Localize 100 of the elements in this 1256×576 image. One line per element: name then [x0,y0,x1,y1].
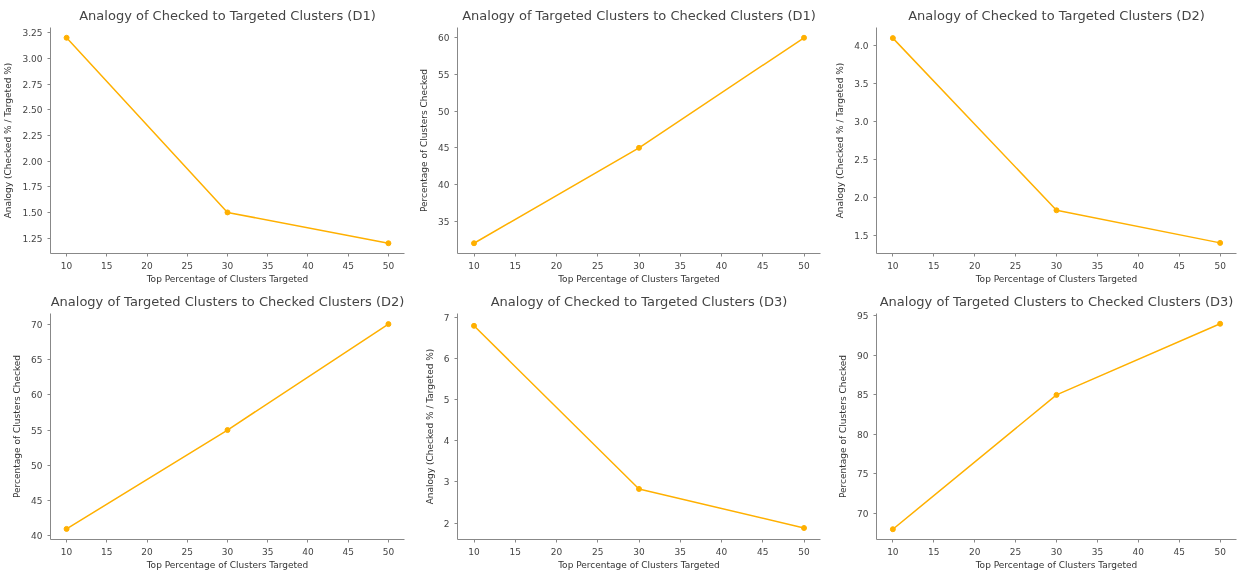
x-tick-label: 45 [757,260,769,271]
y-tick-label: 80 [857,429,869,440]
x-tick-label: 15 [101,546,113,557]
x-tick-label: 10 [468,260,480,271]
x-tick-label: 25 [592,260,604,271]
x-tick-label: 40 [302,260,314,271]
x-tick-label: 50 [382,546,395,557]
x-tick-label: 10 [60,260,73,271]
y-tick-label: 3.00 [22,53,43,64]
x-axis-title: Top Percentage of Clusters Targeted [145,273,309,284]
x-tick-label: 25 [592,546,604,557]
x-axis-title: Top Percentage of Clusters Targeted [145,559,309,570]
y-tick-label: 2.25 [22,130,43,141]
y-tick-label: 55 [438,69,450,80]
x-tick-label: 10 [887,546,899,557]
x-tick-label: 20 [968,546,981,557]
x-tick-label: 50 [798,260,810,271]
y-tick-label: 1.5 [854,230,869,241]
y-tick-label: 2.0 [854,192,869,203]
x-tick-label: 45 [757,546,769,557]
x-tick-label: 10 [468,546,480,557]
y-tick-label: 3.5 [854,79,869,90]
x-tick-label: 15 [509,546,521,557]
x-tick-label: 50 [1214,260,1227,271]
y-tick-label: 40 [31,531,43,542]
x-tick-label: 35 [262,260,274,271]
y-tick-label: 2.50 [22,105,43,116]
x-tick-label: 45 [342,546,354,557]
x-tick-label: 50 [798,546,810,557]
x-tick-label: 35 [1091,546,1104,557]
x-tick-label: 30 [221,546,234,557]
y-tick-label: 45 [31,496,43,507]
x-tick-label: 15 [928,546,940,557]
x-tick-label: 35 [674,260,686,271]
x-tick-label: 40 [715,546,728,557]
y-tick-label: 3 [443,477,450,488]
x-tick-label: 20 [550,546,563,557]
y-tick-label: 4.0 [854,41,869,52]
chart-title: Analogy of Checked to Targeted Clusters (D2) [908,7,1205,23]
chart-title: Analogy of Targeted Clusters to Checked Clusters (D1) [462,7,816,23]
x-tick-label: 25 [1009,546,1022,557]
x-tick-label: 50 [382,260,395,271]
x-axis-title: Top Percentage of Clusters Targeted [974,559,1138,570]
x-tick-label: 35 [1091,260,1104,271]
x-tick-label: 25 [1009,260,1022,271]
chart-title: Analogy of Checked to Targeted Clusters (D1) [79,7,376,23]
y-tick-label: 65 [31,354,43,365]
y-tick-label: 70 [31,319,43,330]
x-tick-label: 30 [1050,546,1063,557]
y-tick-label: 75 [857,469,869,480]
chart-title: Analogy of Checked to Targeted Clusters (D3) [490,293,788,309]
x-tick-label: 30 [633,260,645,271]
x-tick-label: 30 [221,260,234,271]
x-tick-label: 10 [60,546,73,557]
x-tick-label: 15 [101,260,113,271]
x-axis-title: Top Percentage of Clusters Targeted [557,559,720,570]
y-tick-label: 2.5 [854,154,869,165]
y-tick-label: 4 [443,436,450,447]
y-tick-label: 50 [31,460,43,471]
x-tick-label: 35 [262,546,274,557]
y-axis-title: Analogy (Checked % / Targeted %) [3,62,14,219]
x-tick-label: 10 [887,260,899,271]
y-tick-label: 60 [438,33,450,44]
y-tick-label: 2 [443,518,450,529]
chart-title: Analogy of Targeted Clusters to Checked Clusters (D3) [879,293,1234,309]
y-tick-label: 1.50 [22,207,43,218]
y-axis-title: Percentage of Clusters Checked [12,354,23,499]
x-tick-label: 20 [141,260,154,271]
y-tick-label: 6 [443,354,450,365]
x-tick-label: 35 [674,546,686,557]
x-tick-label: 25 [181,546,193,557]
x-tick-label: 20 [550,260,563,271]
x-tick-label: 40 [715,260,728,271]
x-tick-label: 30 [1050,260,1063,271]
y-axis-title: Percentage of Clusters Checked [419,68,430,213]
y-tick-label: 1.75 [22,182,43,193]
x-tick-label: 15 [509,260,521,271]
y-tick-label: 90 [857,350,869,361]
y-tick-label: 3.0 [854,117,869,128]
x-tick-label: 20 [968,260,981,271]
y-tick-label: 40 [438,180,450,191]
y-tick-label: 50 [438,106,450,117]
y-tick-label: 2.75 [22,79,43,90]
x-tick-label: 45 [1173,260,1185,271]
y-tick-label: 1.25 [22,233,43,244]
x-tick-label: 45 [1173,546,1185,557]
x-tick-label: 40 [1132,260,1145,271]
x-tick-label: 40 [1132,546,1145,557]
y-tick-label: 5 [443,395,450,406]
x-tick-label: 15 [928,260,940,271]
y-tick-label: 85 [857,390,869,401]
x-tick-label: 50 [1214,546,1227,557]
y-tick-label: 60 [31,390,43,401]
y-tick-label: 55 [31,425,43,436]
y-tick-label: 70 [857,508,869,519]
y-axis-title: Analogy (Checked % / Targeted %) [424,348,435,505]
y-tick-label: 7 [443,313,450,324]
x-tick-label: 20 [141,546,154,557]
y-tick-label: 35 [438,216,450,227]
y-axis-title: Analogy (Checked % / Targeted %) [835,62,846,219]
